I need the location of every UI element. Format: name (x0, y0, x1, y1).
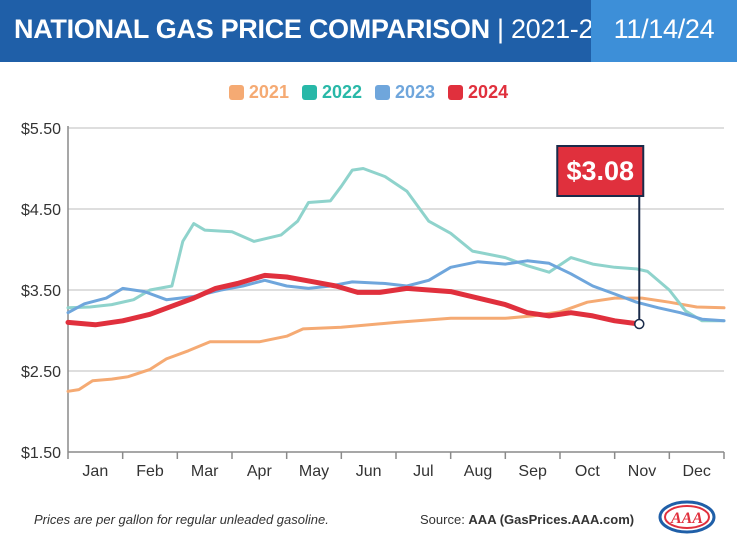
x-tick-label: Apr (247, 463, 273, 480)
logo-text: AAA (670, 510, 703, 527)
y-tick-label: $3.50 (21, 283, 61, 300)
title-main: NATIONAL GAS PRICE COMPARISON (14, 14, 490, 44)
footnote: Prices are per gallon for regular unlead… (34, 512, 329, 527)
source-prefix: Source: (420, 512, 469, 527)
x-tick-label: Jun (356, 463, 382, 480)
x-tick-label: Oct (575, 463, 600, 480)
callout-point (634, 318, 645, 330)
legend-item-2024: 2024 (448, 80, 508, 104)
legend-label-2023: 2023 (395, 81, 436, 102)
legend-label-2021: 2021 (248, 81, 289, 102)
header-date: 11/14/24 (613, 14, 715, 44)
legend-swatch-2022 (301, 84, 317, 100)
legend-label-2024: 2024 (468, 81, 509, 102)
x-tick-label: Jan (82, 463, 108, 480)
x-tick-label: Sep (518, 463, 547, 480)
x-tick-label: Dec (682, 463, 710, 480)
source-note: Source: AAA (GasPrices.AAA.com) (420, 512, 634, 527)
legend-item-2021: 2021 (228, 80, 289, 104)
x-tick-label: Feb (136, 463, 164, 480)
y-tick-label: $2.50 (21, 364, 61, 381)
legend-swatch-2021 (228, 84, 244, 100)
callout-box (556, 145, 645, 197)
series-line-2021 (66, 296, 726, 393)
legend-swatch-2024 (448, 84, 464, 100)
legend-item-2023: 2023 (375, 80, 435, 104)
x-tick-label: Nov (628, 463, 656, 480)
header-bar: NATIONAL GAS PRICE COMPARISON | 2021-202… (0, 0, 737, 62)
chart-title: NATIONAL GAS PRICE COMPARISON | 2021-202… (14, 14, 638, 45)
y-tick-label: $1.50 (21, 445, 61, 462)
legend-label-2022: 2022 (321, 81, 362, 102)
x-tick-label: Jul (413, 463, 433, 480)
legend-item-2022: 2022 (301, 80, 362, 104)
series-line-2022 (66, 167, 726, 323)
x-tick-label: Aug (464, 463, 492, 480)
date-box: 11/14/24 (591, 0, 737, 62)
y-tick-label: $5.50 (21, 121, 61, 138)
y-tick-label: $4.50 (21, 202, 61, 219)
x-tick-label: Mar (191, 463, 219, 480)
callout-value: $3.08 (566, 156, 634, 186)
x-tick-label: May (299, 463, 329, 480)
chart-legend: 2021 2022 2023 2024 (0, 80, 737, 104)
legend-swatch-2023 (375, 84, 390, 100)
source-name: AAA (GasPrices.AAA.com) (468, 512, 635, 527)
series-line-2023 (66, 259, 726, 323)
series-line-2024 (65, 272, 642, 328)
aaa-logo-icon: AAA (658, 500, 716, 534)
line-chart: $5.50 $4.50 $3.50 $2.50 $1.50 Jan Feb Mar Apr May… (21, 121, 726, 480)
